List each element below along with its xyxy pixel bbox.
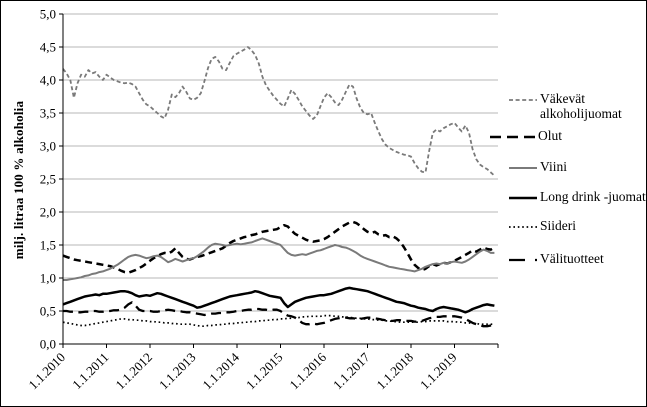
x-tick-label: 1.1.2011 xyxy=(69,350,111,392)
y-tick-label: 0,0 xyxy=(40,337,56,352)
x-tick-label: 1.1.2017 xyxy=(330,349,373,392)
series-olut xyxy=(62,220,496,274)
y-tick-label: 4,0 xyxy=(40,73,56,88)
x-tick-label: 1.1.2019 xyxy=(417,350,460,393)
y-tick-label: 5,0 xyxy=(40,7,56,22)
legend-label-longdrink: Long drink -juomat xyxy=(540,189,646,204)
y-tick-label: 2,5 xyxy=(40,172,56,187)
y-tick-label: 1,5 xyxy=(40,238,56,253)
legend-line-sample-longdrink xyxy=(509,196,537,200)
legend: Väkevät alkoholijuomat Olut Viini Long drin… xyxy=(490,1,646,406)
legend-line-sample-viini xyxy=(509,167,537,169)
x-tick-label: 1.1.2016 xyxy=(286,349,329,392)
legend-item-longdrink: Long drink -juomat xyxy=(508,189,646,204)
series-viini xyxy=(63,237,495,281)
x-tick-label: 1.1.2010 xyxy=(25,350,68,393)
x-tick-label: 1.1.2013 xyxy=(156,350,199,393)
legend-item-siideri: Siideri xyxy=(508,218,632,233)
y-tick-label: 0,5 xyxy=(40,304,56,319)
legend-item-valituotteet: Välituotteet xyxy=(508,251,632,266)
legend-item-viini: Viini xyxy=(508,159,632,174)
y-tick-label: 3,0 xyxy=(40,139,56,154)
legend-item-olut: Olut xyxy=(489,128,630,143)
legend-line-sample-siideri xyxy=(509,226,537,228)
y-axis-title: milj. litraa 100 % alkoholia xyxy=(11,100,26,260)
x-tick-label: 1.1.2014 xyxy=(199,349,242,392)
y-tick-label: 3,5 xyxy=(40,106,56,121)
x-tick-label: 1.1.2015 xyxy=(243,350,286,393)
legend-line-sample-vakevat xyxy=(509,99,537,101)
series-vakevat xyxy=(62,46,496,177)
legend-label-siideri: Siideri xyxy=(540,218,576,233)
series-valituotteet xyxy=(63,301,495,328)
series-longdrink xyxy=(62,286,495,314)
legend-item-vakevat: Väkevät alkoholijuomat xyxy=(508,91,632,121)
y-tick-label: 4,5 xyxy=(40,40,56,55)
legend-label-vakevat: Väkevät alkoholijuomat xyxy=(540,91,622,121)
legend-label-valituotteet: Välituotteet xyxy=(540,251,604,266)
y-tick-label: 1,0 xyxy=(40,271,56,286)
x-tick-label: 1.1.2018 xyxy=(373,350,416,393)
x-tick-label: 1.1.2012 xyxy=(112,350,155,393)
legend-label-viini: Viini xyxy=(540,159,567,174)
y-tick-label: 2,0 xyxy=(40,205,56,220)
legend-line-sample-olut xyxy=(490,135,535,139)
legend-label-olut: Olut xyxy=(538,128,563,143)
legend-line-sample-valituotteet xyxy=(509,258,537,262)
